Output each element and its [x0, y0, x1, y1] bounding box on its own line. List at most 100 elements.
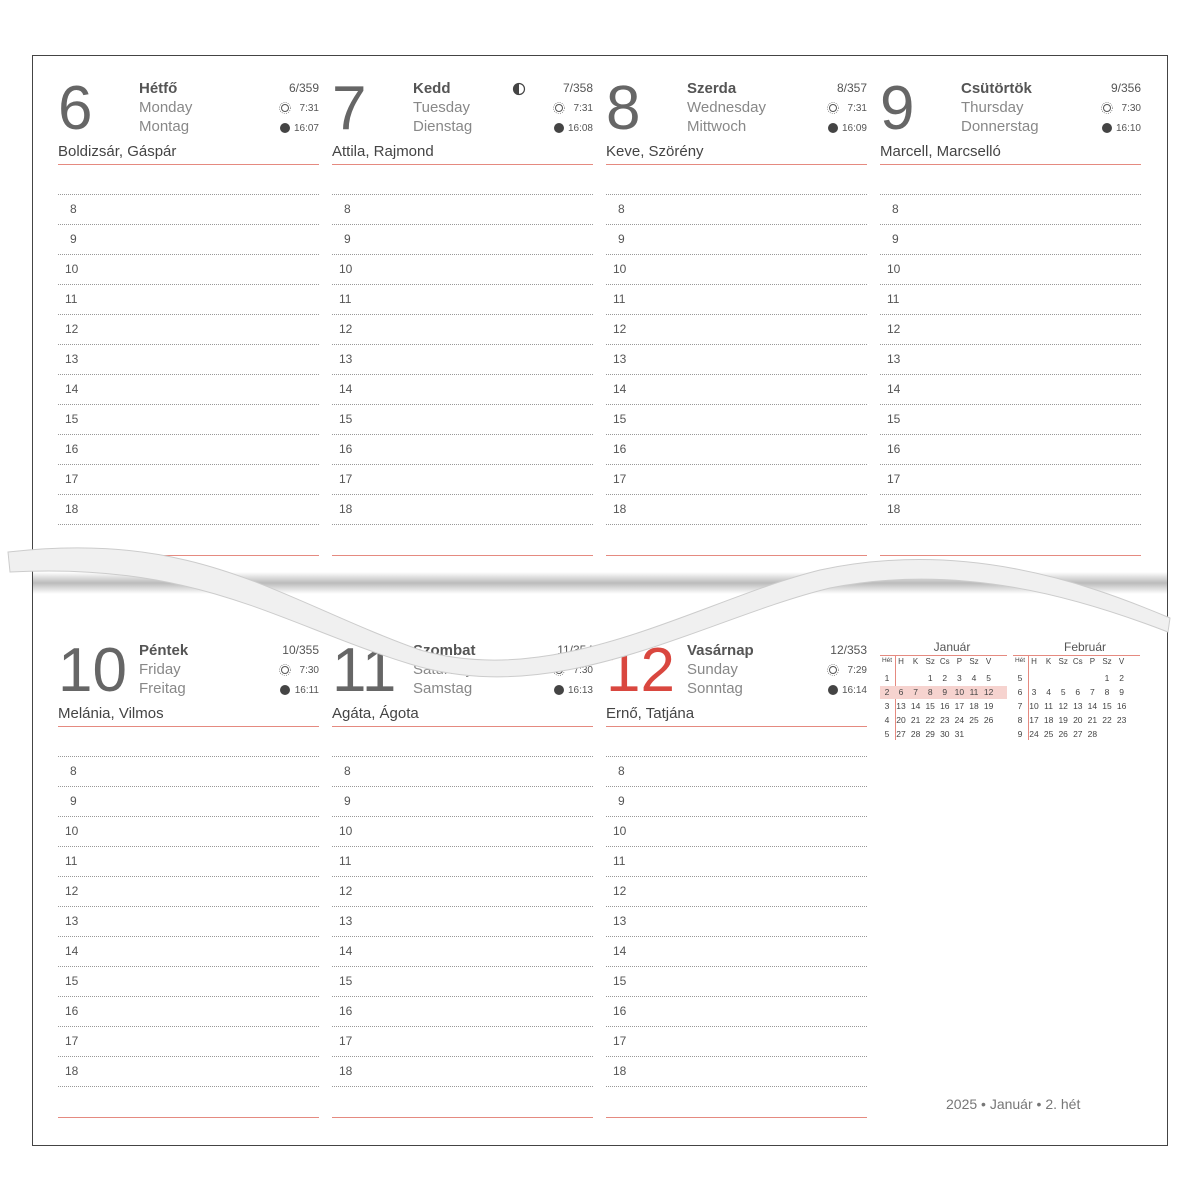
- hour-label: 9: [344, 794, 351, 808]
- hour-label: 8: [892, 202, 899, 216]
- sunrise-time: 7:29: [847, 665, 867, 676]
- ruled-line: [880, 314, 1141, 315]
- weekday-header: K: [1045, 657, 1052, 666]
- ruled-line: [880, 494, 1141, 495]
- ruled-line: [58, 344, 319, 345]
- weekday-header: V: [985, 657, 992, 666]
- ruled-line: [58, 524, 319, 525]
- weekday-header: P: [1089, 657, 1096, 666]
- ruled-line: [58, 284, 319, 285]
- ruled-line: [606, 996, 867, 997]
- day-count: 7/358: [562, 81, 593, 95]
- calendar-day: 28: [910, 729, 921, 739]
- hour-label: 16: [65, 1004, 79, 1018]
- weekday-header: Hét: [1014, 657, 1026, 664]
- calendar-day: 19: [1058, 715, 1068, 725]
- day-number: 7: [332, 74, 367, 143]
- ruled-line: [58, 1026, 319, 1027]
- day-count: 6/359: [288, 81, 319, 95]
- sunrise-time: 7:31: [847, 103, 867, 114]
- ruled-line: [606, 224, 867, 225]
- hour-label: 12: [65, 884, 79, 898]
- footer-label: 2025 • Január • 2. hét: [946, 1096, 1081, 1112]
- day-name-hu: Csütörtök: [961, 80, 1032, 97]
- calendar-day: 5: [986, 673, 991, 683]
- ruled-line: [606, 434, 867, 435]
- hour-label: 15: [65, 974, 79, 988]
- calendar-day: 9: [942, 687, 948, 697]
- sunset-time: 16:14: [841, 685, 867, 696]
- ruled-line: [332, 494, 593, 495]
- header-rule: [332, 726, 593, 727]
- weekday-header: H: [1031, 657, 1037, 666]
- hour-label: 14: [339, 944, 353, 958]
- hour-label: 9: [344, 232, 351, 246]
- day-name-en: Monday: [139, 99, 193, 116]
- hour-label: 8: [618, 764, 625, 778]
- ruled-line: [58, 786, 319, 787]
- sunset-time: 16:07: [293, 123, 319, 134]
- ruled-line: [332, 1056, 593, 1057]
- header-rule: [332, 164, 593, 165]
- sunset-time: 16:09: [841, 123, 867, 134]
- week-number: 5: [884, 729, 890, 739]
- header-rule: [880, 164, 1141, 165]
- hour-label: 18: [339, 502, 353, 516]
- hour-label: 18: [65, 502, 79, 516]
- ruled-line: [606, 524, 867, 525]
- ruled-line: [58, 996, 319, 997]
- ruled-line: [606, 254, 867, 255]
- calendar-day: 10: [1029, 701, 1039, 711]
- calendar-day: 27: [1073, 729, 1083, 739]
- ruled-line: [606, 846, 867, 847]
- calendar-day: 11: [969, 687, 979, 697]
- footer-rule: [58, 555, 319, 556]
- hour-label: 10: [65, 824, 79, 838]
- hour-label: 8: [344, 764, 351, 778]
- sunset-icon: [828, 123, 838, 133]
- calendar-day: 31: [954, 729, 965, 739]
- day-name-hu: Péntek: [139, 642, 189, 659]
- day-number: 6: [58, 74, 93, 143]
- calendar-day: 15: [1102, 701, 1112, 711]
- ruled-line: [880, 344, 1141, 345]
- calendar-day: 8: [927, 687, 933, 697]
- weekday-header: H: [898, 657, 904, 666]
- calendar-day: 1: [927, 673, 933, 683]
- day-name-hu: Szerda: [687, 80, 737, 97]
- hour-label: 11: [339, 292, 352, 306]
- footer-rule: [880, 555, 1141, 556]
- calendar-day: 4: [1046, 687, 1051, 697]
- calendar-day: 14: [910, 701, 921, 711]
- hour-label: 11: [887, 292, 900, 306]
- hour-label: 10: [65, 262, 79, 276]
- sunrise-icon: [827, 664, 839, 676]
- calendar-day: 4: [971, 673, 977, 683]
- ruled-line: [332, 1026, 593, 1027]
- calendar-day: 21: [1087, 715, 1098, 725]
- calendar-day: 7: [913, 687, 918, 697]
- month-rule: [1013, 655, 1140, 656]
- ruled-line: [880, 434, 1141, 435]
- calendar-day: 12: [1058, 701, 1068, 711]
- ruled-line: [332, 966, 593, 967]
- hour-label: 17: [65, 472, 79, 486]
- ruled-line: [58, 966, 319, 967]
- day-count: 10/355: [282, 643, 319, 657]
- calendar-day: 11: [1044, 701, 1053, 711]
- hour-label: 12: [613, 322, 627, 336]
- hour-label: 17: [887, 472, 901, 486]
- sunset-icon: [554, 685, 564, 695]
- calendar-day: 30: [940, 729, 950, 739]
- hour-label: 12: [887, 322, 901, 336]
- ruled-line: [606, 966, 867, 967]
- week-number: 9: [1017, 729, 1023, 739]
- moon-icon: [512, 82, 526, 96]
- ruled-line: [606, 936, 867, 937]
- name-day: Boldizsár, Gáspár: [58, 143, 177, 160]
- ruled-line: [880, 284, 1141, 285]
- ruled-line: [606, 344, 867, 345]
- weekday-header: Sz: [1102, 657, 1112, 666]
- calendar-day: 17: [954, 701, 965, 711]
